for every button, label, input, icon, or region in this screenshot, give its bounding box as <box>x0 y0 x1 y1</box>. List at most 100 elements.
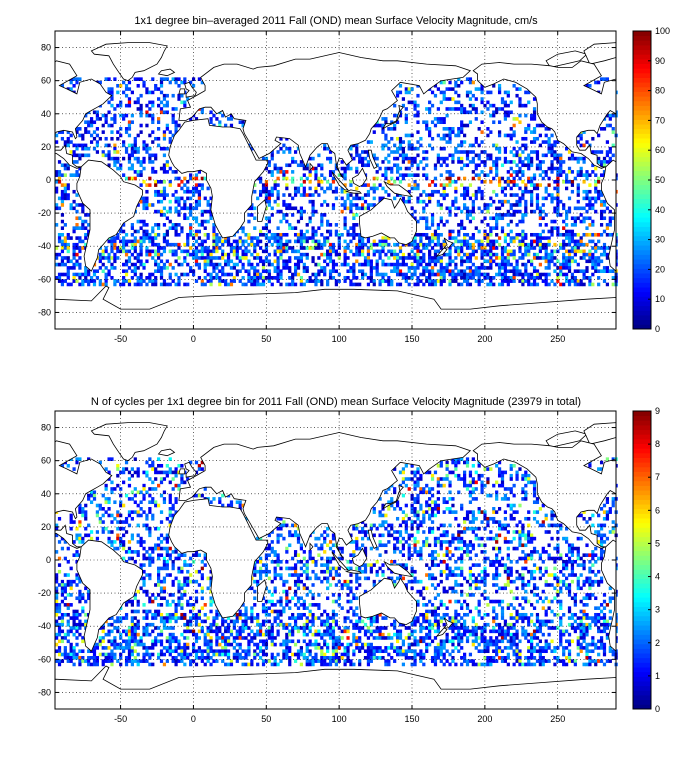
data-cell <box>471 543 475 548</box>
data-cell <box>535 193 540 197</box>
data-cell <box>468 110 473 115</box>
data-cell <box>477 473 481 478</box>
data-cell <box>573 282 577 287</box>
data-cell <box>492 113 496 118</box>
data-cell <box>291 282 295 287</box>
data-cell <box>72 246 76 250</box>
data-cell <box>299 216 304 221</box>
data-cell <box>515 117 519 121</box>
data-cell <box>145 87 149 91</box>
data-cell <box>497 90 502 95</box>
data-cell <box>384 513 388 518</box>
data-cell <box>602 252 607 257</box>
data-cell <box>151 513 155 518</box>
data-cell <box>503 146 508 151</box>
data-cell <box>194 246 199 250</box>
data-cell <box>191 186 196 191</box>
data-cell <box>116 279 120 283</box>
data-cell <box>136 470 140 475</box>
data-cell <box>299 282 304 287</box>
data-cell <box>384 262 388 267</box>
data-cell <box>599 77 604 81</box>
data-cell <box>390 497 394 501</box>
data-cell <box>521 213 525 217</box>
data-cell <box>328 256 333 260</box>
data-cell <box>489 153 493 158</box>
data-cell <box>451 130 455 134</box>
data-cell <box>416 130 420 134</box>
data-cell <box>203 256 207 260</box>
data-cell <box>530 183 534 187</box>
data-cell <box>532 117 537 121</box>
data-cell <box>579 170 583 174</box>
data-cell <box>267 553 271 557</box>
data-cell <box>148 249 152 254</box>
data-cell <box>468 213 473 217</box>
data-cell <box>419 136 423 141</box>
data-cell <box>343 183 347 187</box>
data-cell <box>562 203 566 207</box>
data-cell <box>142 80 146 85</box>
data-cell <box>503 100 508 105</box>
data-cell <box>413 480 417 485</box>
data-cell <box>130 166 134 171</box>
data-cell <box>194 460 199 465</box>
data-cell <box>395 500 400 505</box>
data-cell <box>422 543 426 548</box>
data-cell <box>492 160 496 164</box>
data-cell <box>483 516 487 521</box>
data-cell <box>500 483 505 488</box>
data-cell <box>78 153 82 158</box>
data-cell <box>145 110 149 115</box>
data-cell <box>611 113 615 118</box>
data-cell <box>416 276 420 280</box>
data-cell <box>177 463 181 468</box>
data-cell <box>101 153 105 158</box>
data-cell <box>110 136 114 141</box>
data-cell <box>439 546 443 551</box>
data-cell <box>436 133 440 138</box>
data-cell <box>416 259 420 264</box>
data-cell <box>165 163 169 168</box>
data-cell <box>506 262 510 267</box>
data-cell <box>197 199 202 204</box>
data-cell <box>363 150 368 154</box>
data-cell <box>518 219 522 224</box>
data-cell <box>518 113 522 118</box>
data-cell <box>591 206 595 211</box>
data-cell <box>480 550 484 554</box>
data-cell <box>524 272 528 277</box>
data-cell <box>524 249 528 254</box>
data-cell <box>422 256 426 260</box>
data-cell <box>215 272 219 277</box>
data-cell <box>264 276 269 280</box>
data-cell <box>524 497 528 501</box>
data-cell <box>363 262 368 267</box>
data-cell <box>460 276 464 280</box>
data-cell <box>72 467 76 471</box>
data-cell <box>416 256 420 260</box>
data-cell <box>75 170 79 174</box>
data-cell <box>384 543 388 548</box>
data-cell <box>530 156 534 161</box>
data-cell <box>532 276 537 280</box>
data-cell <box>416 279 420 283</box>
data-cell <box>567 550 572 554</box>
data-cell <box>480 120 484 125</box>
data-cell <box>355 232 359 237</box>
data-cell <box>608 113 612 118</box>
data-cell <box>547 256 551 260</box>
data-cell <box>477 87 481 91</box>
data-cell <box>285 242 289 247</box>
data-cell <box>433 249 438 254</box>
data-cell <box>296 266 301 270</box>
data-cell <box>404 477 408 481</box>
data-cell <box>497 83 502 88</box>
data-cell <box>87 146 91 151</box>
data-cell <box>451 279 455 283</box>
data-cell <box>358 269 362 274</box>
data-cell <box>148 477 152 481</box>
data-cell <box>122 480 126 485</box>
data-cell <box>471 516 475 521</box>
data-cell <box>352 196 356 201</box>
